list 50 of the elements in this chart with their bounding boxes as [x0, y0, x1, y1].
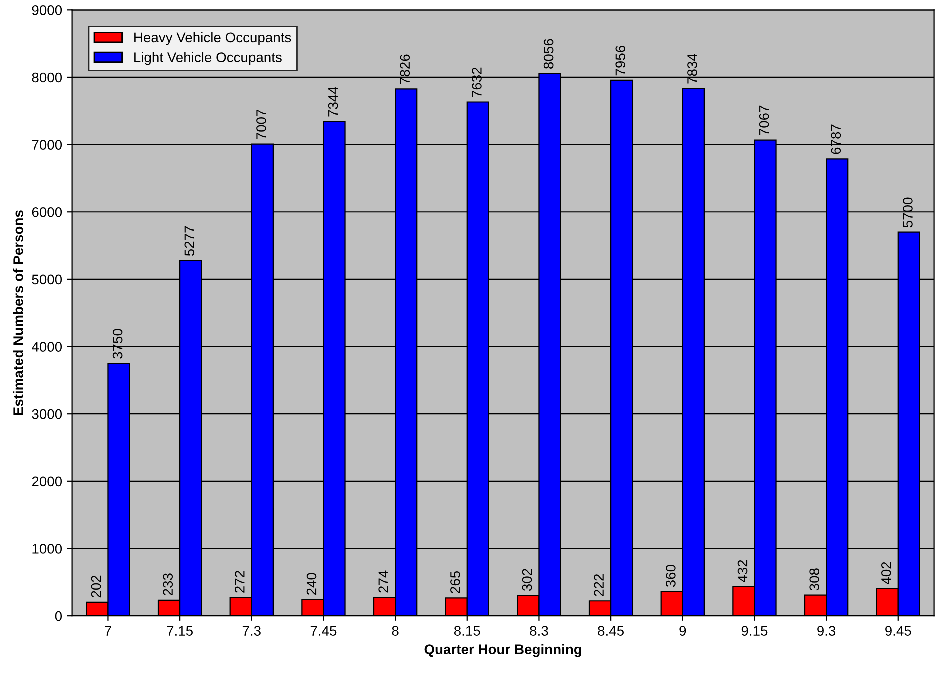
data-label: 5700 [903, 198, 913, 228]
data-label: 7007 [256, 110, 266, 140]
data-label: 7834 [688, 54, 698, 84]
data-label: 360 [666, 565, 676, 588]
data-label: 3750 [112, 329, 123, 359]
data-label: 5277 [184, 226, 195, 256]
data-label: 6787 [831, 124, 842, 154]
x-tick-label: 8.3 [530, 626, 548, 636]
legend-label: Light Vehicle Occupants [134, 52, 282, 66]
x-tick-label: 9 [680, 626, 686, 636]
y-axis-title: Estimated Numbers of Persons [13, 210, 24, 416]
y-tick-label: 8000 [32, 72, 62, 83]
data-label: 272 [235, 571, 245, 593]
data-label: 402 [882, 562, 892, 585]
y-tick-label: 6000 [32, 207, 62, 218]
x-tick-label: 7.15 [167, 626, 193, 636]
y-tick-label: 5000 [32, 274, 62, 285]
x-tick-label: 7 [105, 626, 112, 636]
data-label: 8056 [544, 39, 554, 69]
data-label: 432 [738, 560, 748, 582]
x-tick-label: 8 [392, 626, 399, 636]
y-tick-label: 4000 [32, 342, 62, 352]
y-tick-label: 2000 [32, 476, 62, 487]
legend-label: Heavy Vehicle Occupants [134, 32, 292, 46]
data-label: 302 [522, 569, 532, 592]
y-tick-label: 3000 [32, 409, 62, 420]
x-tick-label: 8.45 [598, 626, 624, 636]
x-axis-title: Quarter Hour Beginning [424, 644, 582, 658]
data-label: 7632 [472, 68, 482, 98]
x-tick-label: 9.45 [886, 626, 912, 636]
data-label: 308 [810, 568, 820, 591]
data-label: 233 [163, 574, 174, 596]
data-label: 7956 [616, 46, 626, 76]
data-label: 240 [306, 573, 317, 596]
x-tick-label: 9.15 [742, 626, 768, 636]
data-label: 274 [378, 570, 388, 593]
x-tick-label: 8.15 [454, 626, 480, 636]
y-tick-label: 0 [55, 611, 62, 622]
data-label: 7344 [328, 86, 338, 117]
x-tick-label: 7.3 [242, 626, 261, 636]
y-tick-label: 7000 [32, 140, 62, 150]
y-tick-label: 1000 [32, 544, 62, 554]
x-tick-label: 7.45 [310, 626, 337, 636]
data-label: 7067 [759, 106, 770, 136]
data-label: 202 [91, 576, 102, 598]
data-label: 265 [450, 571, 460, 594]
data-label: 222 [594, 574, 604, 596]
data-label: 7826 [400, 54, 410, 84]
x-tick-label: 9.3 [818, 626, 836, 636]
y-tick-label: 9000 [32, 5, 62, 16]
